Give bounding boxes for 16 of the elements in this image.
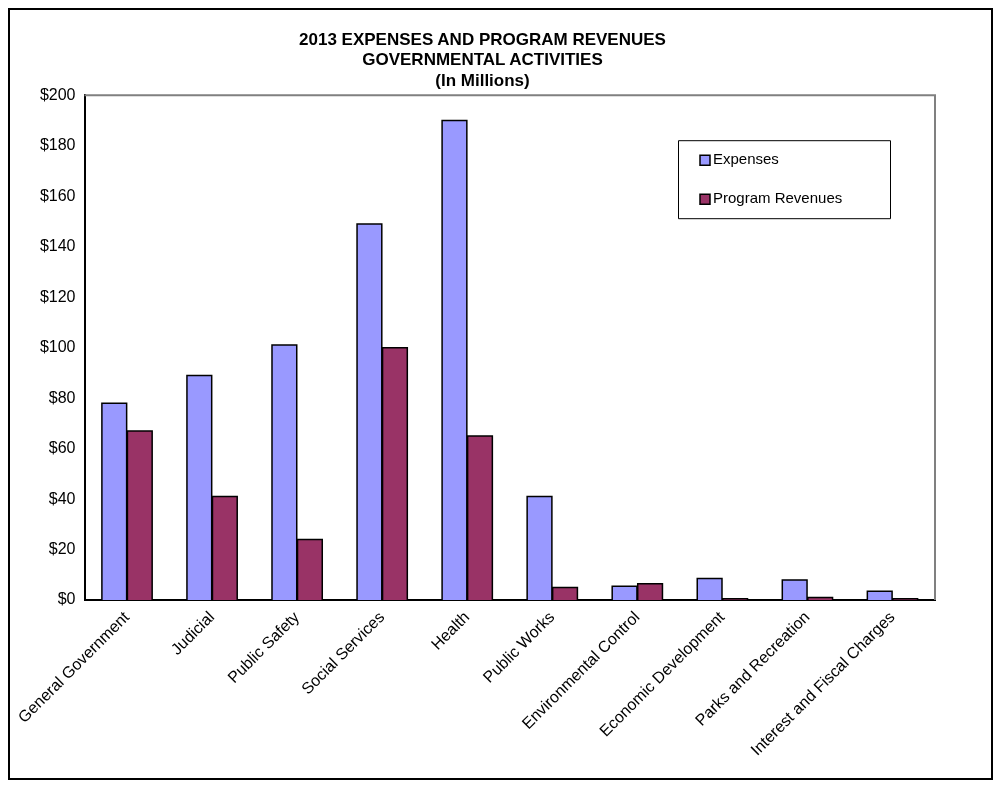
text: (In Millions) (435, 70, 530, 90)
y-tick-label: $0 (57, 590, 76, 608)
y-tick-label: $40 (48, 489, 76, 507)
y-tick-label: $100 (39, 338, 76, 356)
legend-label: Program Revenues (713, 189, 843, 207)
y-tick-label: $180 (39, 136, 76, 154)
y-tick-label: $20 (48, 540, 76, 557)
text: GOVERNMENTAL ACTIVITIES (362, 50, 603, 70)
legend-label: Expenses (713, 150, 779, 168)
y-tick-label: $80 (48, 388, 76, 406)
y-tick-label: $200 (39, 85, 76, 103)
y-tick-label: $120 (39, 287, 76, 305)
y-tick-label: $160 (39, 186, 76, 204)
y-tick-label: $140 (39, 237, 76, 255)
text: 2013 EXPENSES AND PROGRAM REVENUES (299, 29, 666, 49)
y-tick-label: $60 (48, 439, 76, 457)
